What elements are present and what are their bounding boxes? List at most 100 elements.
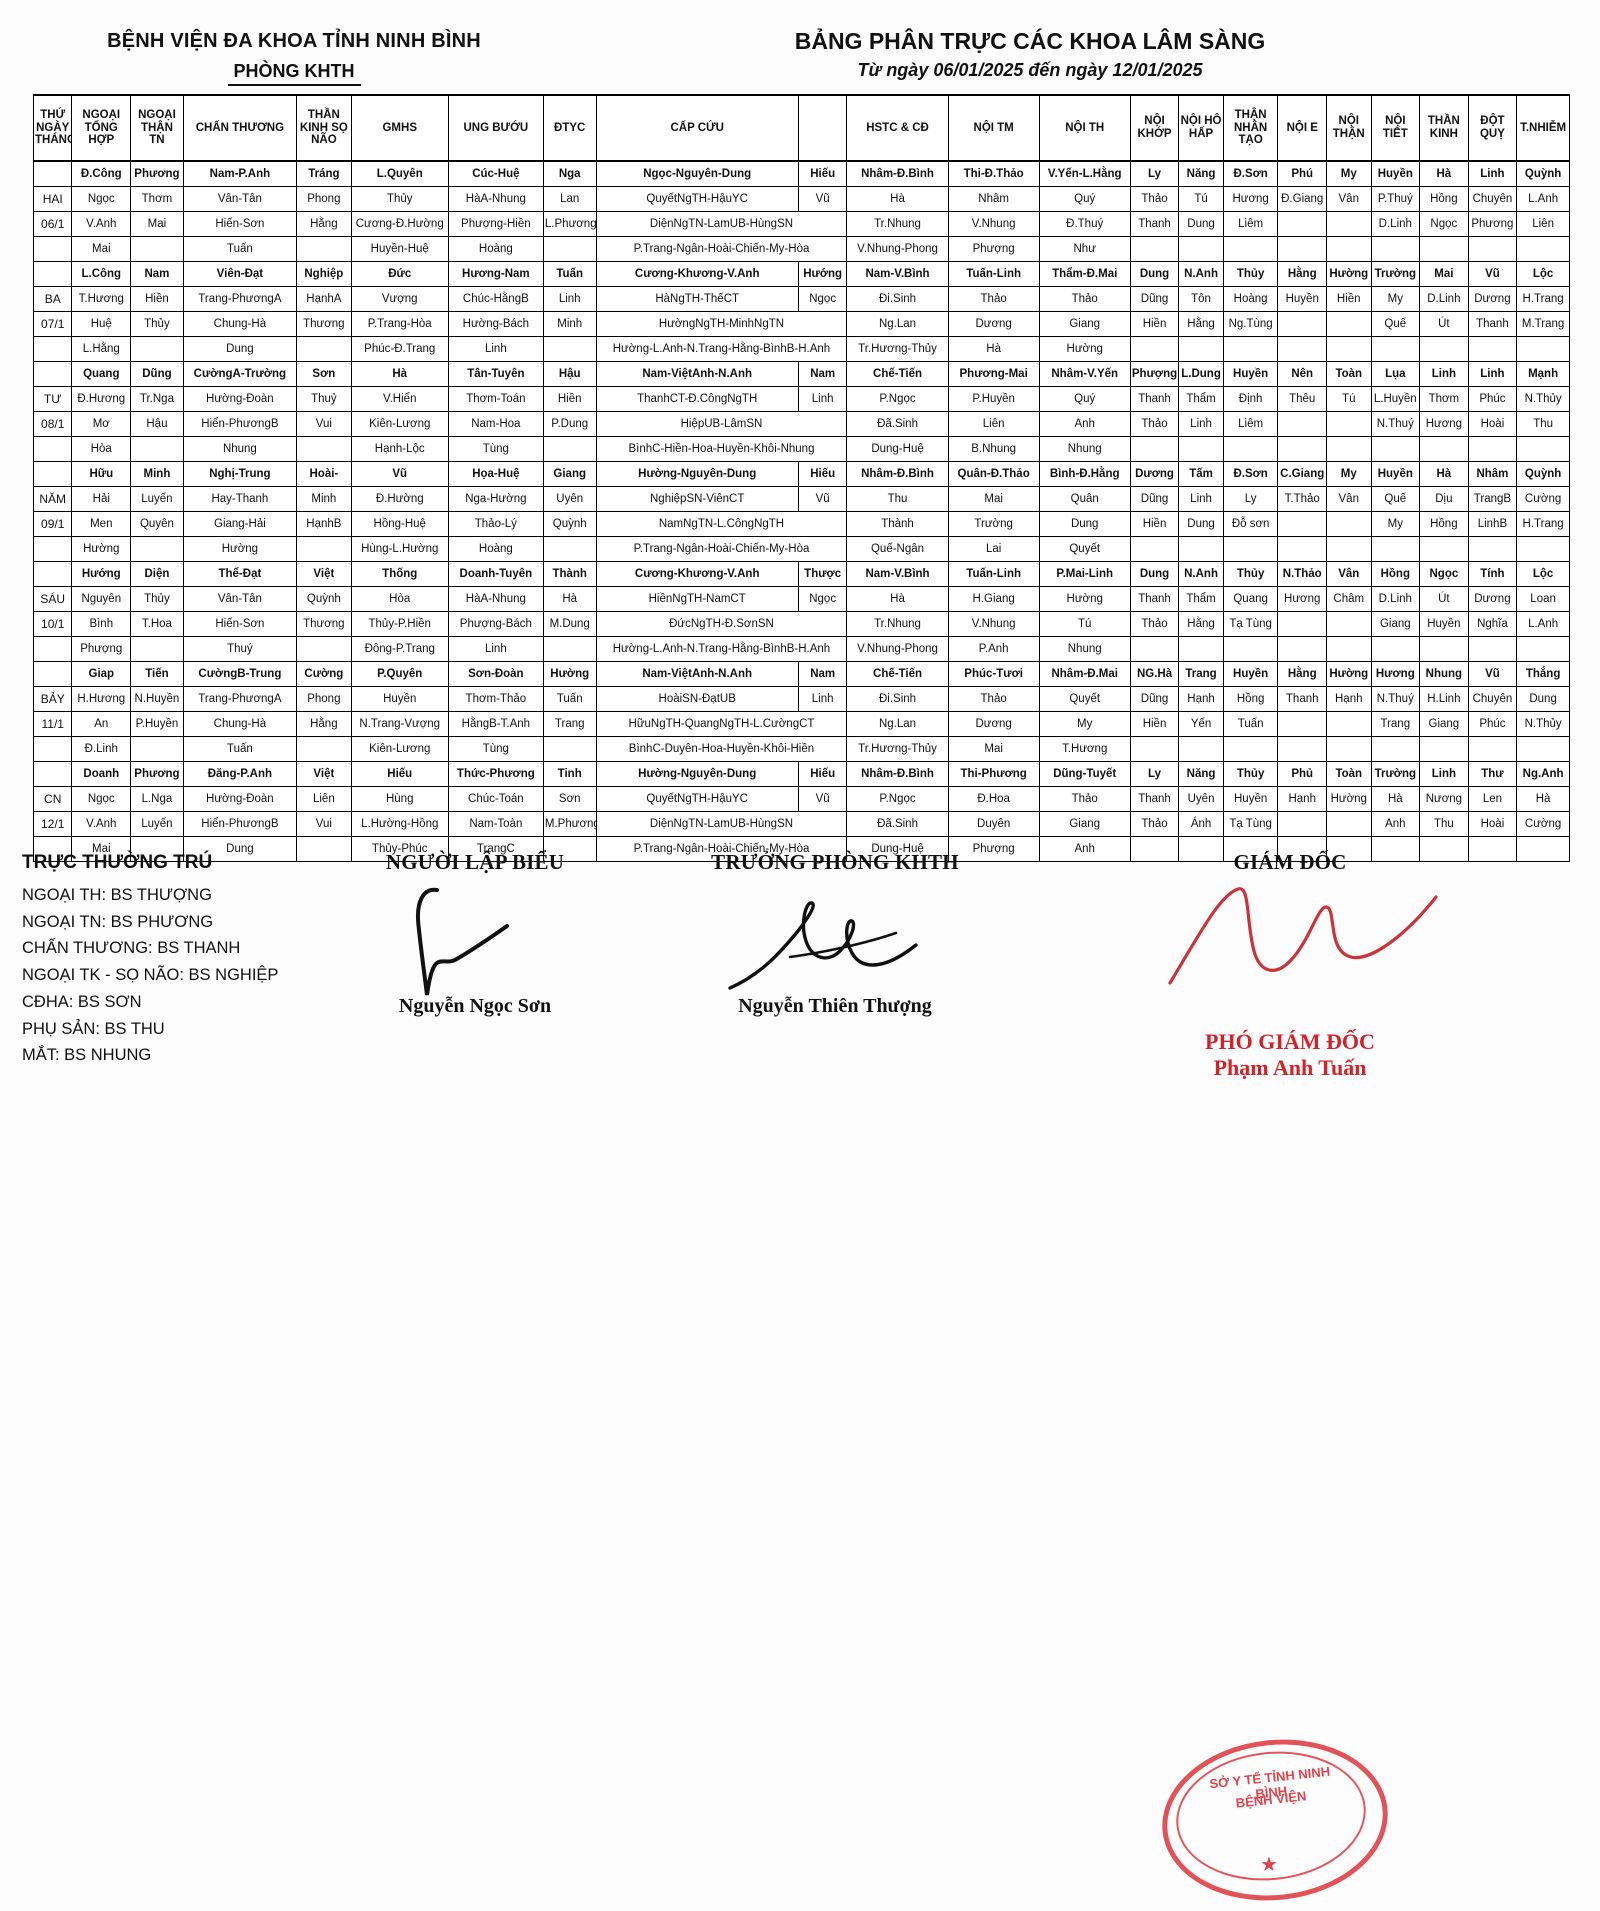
duty-cell: Dũng-Tuyết [1038, 761, 1131, 787]
duty-cell: Nam-Hoa [447, 411, 544, 437]
duty-cell: Giang [1370, 611, 1421, 637]
duty-cell: Trường [1370, 761, 1421, 787]
duty-cell: P.Mai-Linh [1038, 561, 1131, 587]
duty-cell: Cương-Khương-V.Anh [595, 261, 799, 287]
duty-cell: Thu [1516, 411, 1570, 437]
table-row: BẢY H.Hương N.Huyền Trang-PhươngA Phong Huyền… [32, 686, 1570, 712]
table-row: 11/1 An P.Huyền Chung-Hà Hằng N.Trang-Vượng Hằ… [32, 711, 1570, 737]
duty-cell: Linh [542, 286, 597, 312]
duty-cell [1326, 311, 1372, 337]
duty-cell [1370, 736, 1421, 762]
table-row: Doanh Phương Đăng-P.Anh Việt Hiếu Thức-Phương… [32, 761, 1570, 787]
organization-name: BỆNH VIỆN ĐA KHOA TỈNH NINH BÌNH [107, 30, 481, 52]
duty-cell: Hồng [1419, 186, 1469, 212]
duty-cell: M.Dung [542, 611, 597, 637]
duty-cell: TrangC [447, 836, 544, 862]
duty-cell: Thủy [130, 586, 184, 612]
duty-cell: Ánh [1178, 811, 1224, 837]
duty-cell [1326, 236, 1372, 262]
duty-cell [1467, 636, 1518, 662]
duty-cell: Tuấn [1222, 711, 1279, 737]
duty-cell: NghiệpSN-ViênCT [595, 486, 799, 512]
signature-icon [728, 901, 918, 990]
duty-cell: Thẩm [1178, 386, 1224, 412]
duty-cell [1326, 711, 1372, 737]
day-cell [32, 236, 73, 262]
day-cell: 11/1 [32, 711, 73, 737]
duty-cell: Thi-Phương [947, 761, 1040, 787]
column-header-7: ĐTYC [542, 94, 597, 162]
duty-cell: Tr.Nhung [846, 611, 949, 637]
page-title: BẢNG PHÂN TRỰC CÁC KHOA LÂM SÀNG [794, 28, 1266, 54]
duty-cell: Hậu [542, 361, 597, 387]
duty-cell: Hương-Nam [447, 261, 544, 287]
duty-cell: Hiếu [797, 461, 848, 487]
duty-cell: Đỗ sơn [1222, 511, 1279, 537]
duty-cell: Thảo [1129, 811, 1180, 837]
duty-cell: P.Ngọc [846, 786, 949, 812]
duty-cell: Linh [797, 386, 848, 412]
column-header-4: THẦN KINH SỌ NÃO [296, 94, 352, 162]
table-row: Hòa Nhung Hạnh-Lộc Tùng BìnhC-Hiền-Hoa-Huyền… [32, 436, 1570, 462]
duty-cell: Hiển-PhươngB [182, 811, 298, 837]
duty-cell: Thảo [1038, 786, 1131, 812]
duty-cell: Nên [1277, 361, 1327, 387]
duty-cell [296, 836, 352, 862]
duty-cell [1222, 336, 1279, 362]
duty-cell: Hoài [1467, 811, 1518, 837]
column-header-20: ĐỘT QUỴ [1467, 94, 1518, 162]
table-row: 10/1 Bình T.Hoa Hiến-Sơn Thương Thủy-P.Hiền Ph… [32, 611, 1570, 637]
duty-cell [1516, 536, 1570, 562]
duty-cell: Dịu [1419, 486, 1469, 512]
duty-cell: Huyền [1222, 361, 1279, 387]
director-subtitle: PHÓ GIÁM ĐỐC [1205, 1029, 1375, 1054]
duty-cell: H.Trang [1516, 286, 1570, 312]
duty-cell: Quỳnh [1516, 160, 1570, 187]
duty-cell: Hoàng [1222, 286, 1279, 312]
duty-cell: Hương [1370, 661, 1421, 687]
duty-cell: Hà [1419, 461, 1469, 487]
duty-cell: Tráng [296, 160, 352, 187]
duty-cell: Thuỷ [296, 386, 352, 412]
duty-cell: Hòa [71, 436, 132, 462]
duty-cell: Vũ [797, 186, 848, 212]
duty-cell: Dung [182, 336, 298, 362]
duty-cell [1129, 736, 1180, 762]
day-cell [32, 536, 73, 562]
duty-cell: M.Trang [1516, 311, 1570, 337]
duty-cell: L.Hằng [71, 336, 132, 362]
duty-cell: Hạnh [1277, 786, 1327, 812]
duty-cell: Thảo [1038, 286, 1131, 312]
duty-cell [1326, 211, 1372, 237]
duty-cell: Lan [542, 186, 597, 212]
duty-cell: Hồng [1370, 561, 1421, 587]
duty-cell: Lai [947, 536, 1040, 562]
duty-cell: Nam-ViệtAnh-N.Anh [595, 361, 799, 387]
duty-cell: Hiển-PhươngB [182, 411, 298, 437]
duty-cell: N.Thủy [1516, 386, 1570, 412]
duty-cell: Hướng [797, 261, 848, 287]
duty-cell: B.Nhung [947, 436, 1040, 462]
duty-cell: HàNgTH-ThếCT [595, 286, 799, 312]
duty-cell: Dương [1467, 286, 1518, 312]
duty-cell: HàA-Nhung [447, 186, 544, 212]
duty-cell: Bình-Đ.Hằng [1038, 461, 1131, 487]
duty-cell: Sơn [296, 361, 352, 387]
column-header-18: NỘI TIẾT [1370, 94, 1421, 162]
duty-cell: P.Trang-Ngân-Hoài-Chiến-My-Hòa [595, 536, 848, 562]
duty-cell: Ly [1129, 761, 1180, 787]
duty-cell: Chuyên [1467, 186, 1518, 212]
duty-cell: Nhâm [1467, 461, 1518, 487]
duty-cell: Linh [447, 336, 544, 362]
duty-cell: Luyến [130, 486, 184, 512]
duty-cell: Mai [130, 211, 184, 237]
duty-cell: My [1038, 711, 1131, 737]
day-cell [32, 160, 73, 187]
duty-cell: Nhâm-Đ.Bình [846, 461, 949, 487]
duty-cell: Diện [130, 561, 184, 587]
duty-cell: Nam-Toàn [447, 811, 544, 837]
duty-item-2: CHẤN THƯƠNG: BS THANH [22, 939, 241, 958]
duty-cell [1326, 536, 1372, 562]
duty-cell: Đ.Công [71, 160, 132, 187]
duty-cell: Nghiệp [296, 261, 352, 287]
